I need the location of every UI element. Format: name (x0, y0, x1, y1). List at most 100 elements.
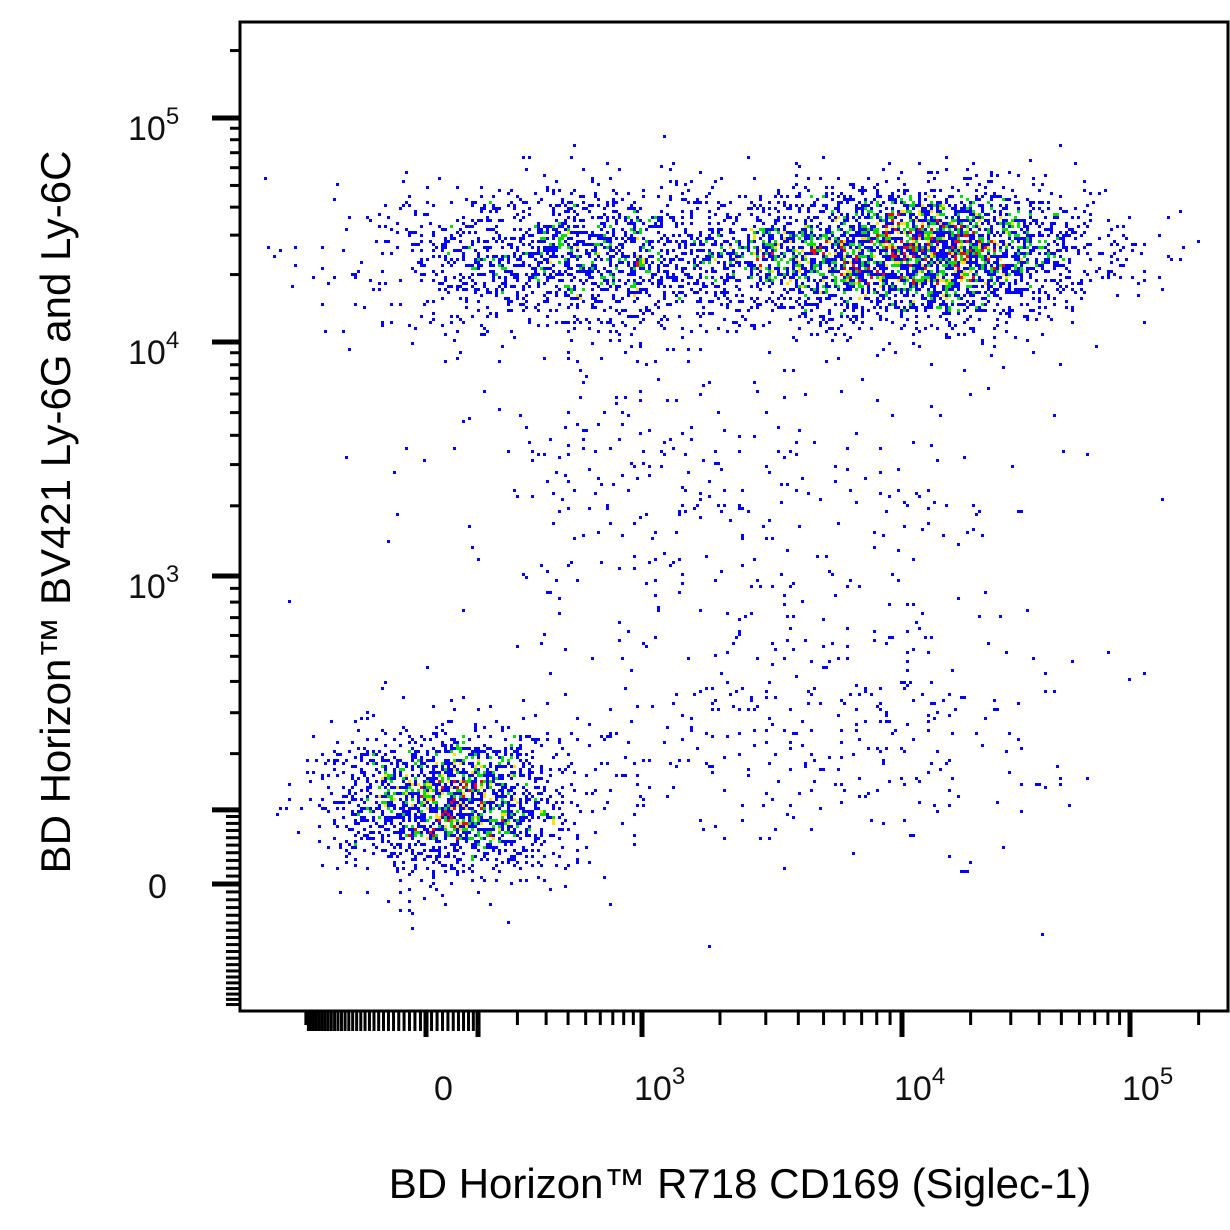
data-point (681, 327, 684, 330)
data-point (915, 321, 918, 324)
data-point (546, 324, 549, 327)
data-point (600, 300, 603, 303)
data-point (657, 279, 660, 282)
data-point (879, 306, 882, 309)
data-point (981, 195, 984, 198)
data-point (972, 201, 975, 204)
data-point (969, 204, 972, 207)
data-point (1029, 216, 1032, 219)
data-point (639, 309, 642, 312)
data-point (756, 303, 759, 306)
data-point (555, 180, 558, 183)
data-point (708, 255, 711, 258)
data-point (522, 201, 525, 204)
data-point (591, 276, 594, 279)
data-point (999, 240, 1002, 243)
data-point (834, 216, 837, 219)
data-point (1026, 267, 1029, 270)
data-point (579, 321, 582, 324)
data-point (720, 291, 723, 294)
data-point (537, 282, 540, 285)
data-point (507, 270, 510, 273)
data-point (462, 288, 465, 291)
data-point (597, 204, 600, 207)
data-point (1029, 213, 1032, 216)
data-point (813, 204, 816, 207)
data-point (969, 279, 972, 282)
data-point (894, 288, 897, 291)
data-point (957, 282, 960, 285)
data-point (570, 297, 573, 300)
data-point (693, 267, 696, 270)
data-point (657, 285, 660, 288)
data-point (951, 267, 954, 270)
data-point (432, 312, 435, 315)
data-point (978, 309, 981, 312)
data-point (432, 231, 435, 234)
data-point (564, 228, 567, 231)
data-point (876, 312, 879, 315)
data-point (993, 288, 996, 291)
data-point (903, 288, 906, 291)
data-point (675, 264, 678, 267)
data-point (792, 237, 795, 240)
data-point (972, 276, 975, 279)
data-point (609, 306, 612, 309)
data-point (738, 288, 741, 291)
data-point (552, 210, 555, 213)
data-point (879, 273, 882, 276)
data-point (582, 195, 585, 198)
data-point (1062, 210, 1065, 213)
data-point (990, 279, 993, 282)
data-point (549, 261, 552, 264)
data-point (459, 297, 462, 300)
data-point (891, 303, 894, 306)
data-point (1008, 213, 1011, 216)
data-point (990, 198, 993, 201)
data-point (951, 237, 954, 240)
data-point (579, 264, 582, 267)
data-point (963, 333, 966, 336)
data-point (627, 255, 630, 258)
data-point (678, 246, 681, 249)
data-point (501, 282, 504, 285)
data-point (993, 270, 996, 273)
data-point (633, 261, 636, 264)
data-point (1008, 309, 1011, 312)
data-point (1014, 258, 1017, 261)
data-point (711, 237, 714, 240)
data-point (516, 276, 519, 279)
data-point (849, 243, 852, 246)
data-point (987, 240, 990, 243)
data-point (945, 225, 948, 228)
data-point (1077, 249, 1080, 252)
data-point (849, 276, 852, 279)
data-point (861, 228, 864, 231)
data-point (783, 201, 786, 204)
data-point (516, 273, 519, 276)
data-point (834, 285, 837, 288)
data-point (1065, 276, 1068, 279)
data-point (480, 333, 483, 336)
data-point (546, 297, 549, 300)
data-point (918, 279, 921, 282)
data-point (963, 270, 966, 273)
data-point (927, 180, 930, 183)
data-point (447, 240, 450, 243)
data-point (441, 228, 444, 231)
data-point (1053, 279, 1056, 282)
data-point (1074, 237, 1077, 240)
data-point (1002, 243, 1005, 246)
data-point (660, 210, 663, 213)
data-point (627, 315, 630, 318)
data-point (819, 243, 822, 246)
data-point (834, 255, 837, 258)
data-point (1002, 219, 1005, 222)
data-point (936, 204, 939, 207)
data-point (924, 306, 927, 309)
data-point (630, 237, 633, 240)
data-point (840, 258, 843, 261)
data-point (906, 267, 909, 270)
data-point (984, 282, 987, 285)
data-point (594, 246, 597, 249)
